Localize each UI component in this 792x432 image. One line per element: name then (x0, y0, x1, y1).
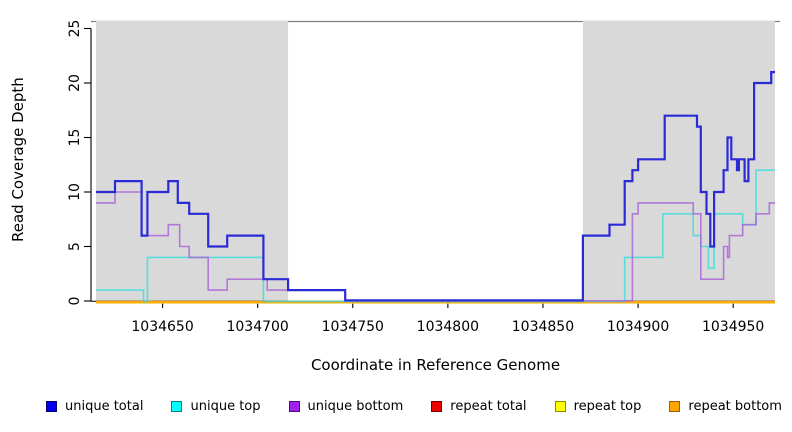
x-tick-label: 1034900 (607, 319, 669, 335)
legend-item-repeat-bottom: repeat bottom (669, 399, 782, 414)
x-tick-label: 1034700 (226, 319, 288, 335)
legend-item-unique-top: unique top (171, 399, 261, 414)
x-tick-label: 1034850 (512, 319, 574, 335)
legend-label: unique bottom (307, 399, 404, 414)
series-unique-top (96, 169, 775, 303)
legend-label: repeat top (573, 399, 642, 414)
series-unique-bottom (96, 191, 775, 302)
shaded-region-2 (582, 21, 775, 302)
legend-swatch-icon (288, 401, 300, 412)
y-tick-label: 5 (67, 242, 83, 251)
coverage-plot: 0 5 10 15 20 25 1034650 1034700 1034750 1034800 10… (67, 20, 780, 335)
y-tick-label: 15 (67, 129, 83, 147)
legend-label: repeat total (450, 399, 527, 414)
x-axis-title: Coordinate in Reference Genome (310, 356, 561, 374)
x-tick-label: 1034650 (131, 319, 193, 335)
legend-item-repeat-top: repeat top (554, 399, 642, 414)
y-tick-label: 20 (67, 74, 83, 92)
legend-label: repeat bottom (688, 399, 782, 414)
legend-swatch-icon (669, 401, 681, 412)
legend-swatch-icon (554, 401, 566, 412)
x-tick-label: 1034800 (417, 319, 479, 335)
series-unique-total (96, 70, 775, 302)
legend-item-unique-bottom: unique bottom (288, 399, 404, 414)
legend-label: unique top (190, 399, 261, 414)
x-tick-label: 1034750 (322, 319, 384, 335)
legend-swatch-icon (46, 401, 57, 412)
legend-label: unique total (65, 399, 144, 414)
legend-item-repeat-total: repeat total (431, 399, 527, 414)
y-tick-label: 10 (67, 183, 83, 201)
legend-swatch-icon (431, 401, 443, 412)
legend-item-unique-total: unique total (46, 399, 143, 414)
y-tick-label: 0 (67, 297, 83, 306)
legend-swatch-icon (171, 401, 183, 412)
shaded-region-1 (96, 21, 289, 302)
legend: unique total unique top unique bottom repea… (46, 399, 782, 414)
x-tick-label: 1034950 (702, 319, 764, 335)
y-axis-title: Read Coverage Depth (9, 77, 27, 242)
y-tick-label: 25 (67, 20, 83, 38)
